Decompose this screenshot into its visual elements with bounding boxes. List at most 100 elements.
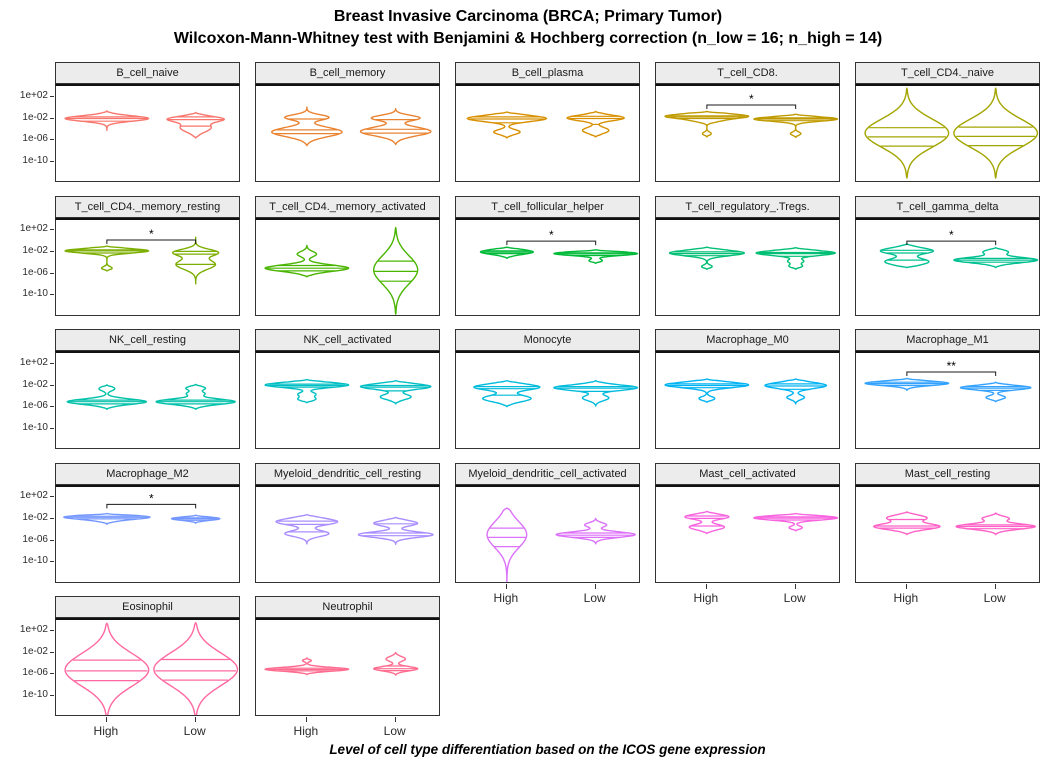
violin-high: [664, 110, 750, 138]
y-axis-tick-label: 1e-02: [22, 378, 48, 390]
facet-strip-label: T_cell_CD4._naive: [855, 62, 1040, 84]
significance-bracket: [106, 503, 197, 508]
violin-plot-area: *: [64, 227, 220, 285]
y-axis-tick: [50, 139, 54, 141]
y-axis-tick-label: 1e+02: [19, 623, 48, 635]
violin-high: [64, 244, 150, 272]
facet-strip-label: Eosinophil: [55, 596, 240, 618]
violin-low: [553, 248, 639, 264]
facet-panel: [255, 84, 440, 182]
facet-panel: [55, 618, 240, 718]
y-axis-tick-label: 1e-10: [22, 555, 48, 567]
facet-strip-label: Macrophage_M2: [55, 462, 240, 485]
facet-panel: *: [455, 217, 640, 316]
x-axis-tick-label: High: [693, 590, 719, 605]
y-axis-tick: [50, 117, 54, 119]
x-axis-tick-label: High: [893, 590, 919, 605]
facet-strip-label: T_cell_gamma_delta: [855, 195, 1040, 218]
violin-plot-area: [473, 379, 639, 408]
violin-low: [171, 236, 220, 285]
violin-plot-area: [64, 110, 225, 139]
y-axis-tick: [50, 251, 54, 253]
violin-plot-area: [466, 110, 625, 139]
x-axis-tick: [905, 583, 907, 589]
facet-panel: [255, 351, 440, 449]
violin-low: [753, 113, 838, 139]
facet-panel: [55, 351, 240, 449]
significance-stars: *: [749, 92, 754, 106]
facet-panel: [255, 484, 440, 583]
violin-high: [466, 111, 548, 139]
y-axis-tick: [50, 496, 54, 498]
violin-low: [166, 111, 225, 139]
y-axis-tick: [50, 406, 54, 408]
violin-plot-area: [264, 651, 419, 676]
facet-panel: [255, 217, 440, 316]
y-axis-tick-label: 1e+02: [19, 356, 48, 368]
violin-plot-area: [486, 506, 636, 583]
facet-strip-label: T_cell_CD8.: [655, 62, 840, 84]
facet-panel: [255, 618, 440, 716]
y-axis-tick-label: 1e-10: [22, 688, 48, 700]
violin-plot-area: [664, 378, 828, 405]
x-axis-tick: [594, 583, 596, 589]
y-axis-tick: [50, 651, 54, 653]
y-axis-tick: [50, 673, 54, 675]
facet-panel: *: [855, 217, 1040, 316]
violin-low: [955, 511, 1036, 535]
x-axis-tick-label: Low: [983, 590, 1006, 605]
violin-high: [264, 244, 350, 278]
violin-plot-area: **: [864, 359, 1032, 403]
facet-panel: [455, 484, 640, 583]
facet-strip-label: NK_cell_resting: [55, 329, 240, 351]
y-axis-tick-label: 1e-06: [22, 533, 48, 545]
facet-strip-label: B_cell_memory: [255, 62, 440, 84]
violin-high: [66, 384, 148, 410]
facet-strip-label: Myeloid_dendritic_cell_resting: [255, 462, 440, 485]
facet-strip-label: B_cell_naive: [55, 62, 240, 84]
facet-panel: [655, 351, 840, 449]
violin-high: [63, 512, 151, 525]
x-axis-tick-label: Low: [183, 724, 206, 738]
violin-low: [553, 379, 639, 407]
y-axis-tick-label: 1e-06: [22, 667, 48, 679]
violin-high: [275, 513, 339, 545]
facet-strip-label: T_cell_CD4._memory_activated: [255, 195, 440, 218]
violin-plot-area: [873, 510, 1036, 535]
violin-high: [664, 378, 750, 403]
violin-plot-area: [66, 383, 236, 410]
violin-low: [959, 381, 1032, 403]
violin-low: [170, 514, 221, 524]
y-axis-tick-label: 1e-10: [22, 421, 48, 433]
y-axis-tick-label: 1e-02: [22, 645, 48, 657]
significance-bracket: [906, 371, 997, 376]
violin-high: [873, 510, 941, 535]
y-axis-tick-label: 1e-10: [22, 288, 48, 300]
facet-strip-label: Mast_cell_activated: [655, 462, 840, 485]
facet-panel: *: [655, 84, 840, 182]
violin-plot-area: [864, 87, 1039, 179]
violin-high: [668, 245, 745, 270]
facet-strip-label: T_cell_follicular_helper: [455, 195, 640, 218]
violin-high: [64, 110, 150, 132]
x-axis-tick: [705, 583, 707, 589]
facet-strip-label: NK_cell_activated: [255, 329, 440, 351]
violin-low: [953, 246, 1039, 268]
x-axis-tick-label: High: [493, 590, 519, 605]
significance-stars: *: [149, 491, 154, 505]
significance-stars: *: [949, 228, 954, 242]
violin-plot-area: *: [879, 228, 1039, 268]
violin-plot-area: [275, 513, 434, 545]
violin-plot-area: [668, 245, 836, 270]
violin-plot-area: [264, 226, 419, 315]
y-axis-tick: [50, 272, 54, 274]
facet-strip-label: B_cell_plasma: [455, 62, 640, 84]
x-axis-tick: [394, 717, 396, 722]
y-axis-tick: [50, 95, 54, 97]
y-axis-tick-label: 1e+02: [19, 223, 48, 235]
figure-title: Breast Invasive Carcinoma (BRCA; Primary…: [333, 8, 723, 25]
x-axis-title: Level of cell type differentiation based…: [329, 742, 766, 757]
x-axis-tick-label: Low: [383, 724, 406, 738]
violin-low: [555, 517, 636, 545]
violin-plot-area: *: [479, 228, 639, 264]
